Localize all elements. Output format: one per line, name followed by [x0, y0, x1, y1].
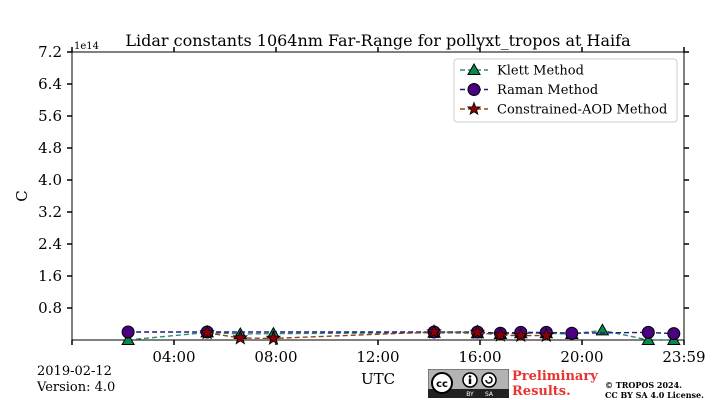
y-axis-label: C	[13, 190, 31, 201]
preliminary-label-line2: Results.	[512, 384, 571, 399]
legend-box	[453, 58, 678, 123]
y-tick-label: 2.4	[38, 235, 62, 253]
data-point	[513, 327, 529, 343]
y-tick-label: 4.0	[38, 171, 62, 189]
badge-by: BY	[466, 391, 474, 398]
data-point	[641, 325, 655, 339]
y-tick-label: 1.6	[38, 267, 62, 285]
date-label: 2019-02-12	[37, 364, 112, 379]
y-multiplier-label: 1e14	[74, 41, 99, 52]
preliminary-label-line1: Preliminary	[512, 369, 598, 384]
x-tick-label: 23:59	[662, 348, 705, 366]
legend-label: Raman Method	[497, 83, 598, 98]
copyright-line2: CC BY SA 4.0 License.	[605, 390, 704, 400]
legend-label: Klett Method	[497, 64, 584, 79]
series-line	[207, 331, 547, 340]
data-point	[232, 329, 249, 345]
cc-license-badge: cc BY SA	[428, 369, 509, 398]
badge-sa: SA	[485, 391, 494, 398]
legend-label: Constrained-AOD Method	[497, 103, 667, 118]
data-point	[538, 327, 555, 343]
x-tick-label: 08:00	[254, 348, 297, 366]
y-tick-label: 4.8	[38, 139, 62, 157]
copyright-line1: © TROPOS 2024.	[605, 380, 682, 390]
sa-icon	[481, 372, 497, 388]
y-tick-label: 7.2	[38, 43, 62, 61]
legend-marker	[467, 83, 481, 96]
x-tick-label: 20:00	[560, 348, 603, 366]
legend-marker	[467, 62, 481, 75]
data-point	[667, 327, 681, 341]
cc-icon	[431, 372, 453, 394]
legend-marker	[466, 101, 482, 116]
data-point	[121, 332, 135, 345]
svg-text:cc: cc	[436, 379, 448, 390]
series-line	[128, 331, 674, 335]
chart-title: Lidar constants 1064nm Far-Range for pol…	[125, 31, 631, 50]
data-point	[565, 326, 579, 340]
data-point	[265, 330, 282, 345]
series-star	[199, 323, 555, 345]
x-tick-label: 04:00	[152, 348, 195, 366]
version-label: Version: 4.0	[37, 380, 116, 395]
data-point	[199, 324, 215, 340]
y-tick-label: 5.6	[38, 107, 62, 125]
y-tick-label: 3.2	[38, 203, 62, 221]
data-point	[492, 327, 509, 342]
data-point	[121, 325, 135, 339]
data-point	[641, 332, 656, 345]
data-point	[469, 324, 486, 339]
legend: Klett Method Raman Method Constrained-AOD …	[453, 58, 678, 123]
y-tick-label: 0.8	[38, 299, 62, 317]
data-point	[426, 323, 442, 339]
x-tick-label: 12:00	[356, 348, 399, 366]
data-point	[595, 323, 610, 336]
x-axis-label: UTC	[361, 370, 395, 388]
y-tick-label: 6.4	[38, 75, 62, 93]
x-tick-label: 16:00	[458, 348, 501, 366]
